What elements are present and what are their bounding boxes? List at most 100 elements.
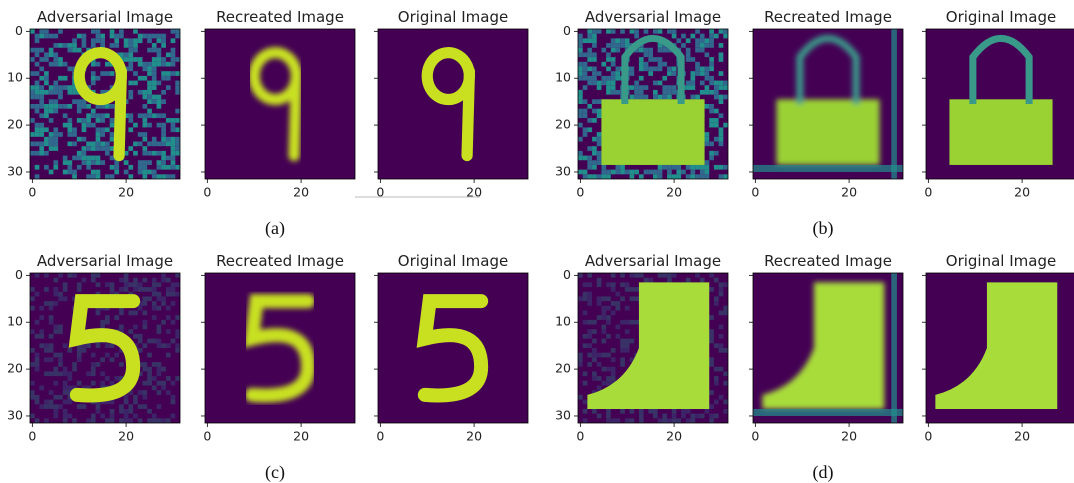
noise-pixel <box>96 29 101 34</box>
y-tick-label: 0 <box>563 23 571 38</box>
bag-body <box>776 99 879 165</box>
noise-pixel <box>709 90 714 95</box>
noise-pixel <box>719 282 724 287</box>
noise-pixel <box>166 62 171 67</box>
noise-pixel <box>91 62 96 67</box>
noise-pixel <box>44 400 49 405</box>
noise-pixel <box>639 85 644 90</box>
noise-pixel <box>44 273 49 278</box>
noise-pixel <box>44 109 49 114</box>
noise-pixel <box>587 81 592 86</box>
noise-pixel <box>96 273 101 278</box>
noise-pixel <box>653 409 658 414</box>
noise-pixel <box>587 34 592 39</box>
noise-pixel <box>152 151 157 156</box>
noise-pixel <box>147 95 152 100</box>
noise-pixel <box>100 38 105 43</box>
x-tick-label: 0 <box>576 185 584 200</box>
noise-pixel <box>587 353 592 358</box>
x-tick-label: 20 <box>666 185 682 200</box>
noise-pixel <box>72 48 77 53</box>
noise-pixel <box>161 62 166 67</box>
noise-pixel <box>44 137 49 142</box>
noise-pixel <box>96 160 101 165</box>
noise-pixel <box>138 57 143 62</box>
noise-pixel <box>578 395 583 400</box>
noise-pixel <box>63 418 68 423</box>
noise-pixel <box>709 156 714 161</box>
noise-pixel <box>639 57 644 62</box>
noise-pixel <box>625 418 630 423</box>
noise-pixel <box>606 418 611 423</box>
noise-pixel <box>709 418 714 423</box>
noise-pixel <box>709 34 714 39</box>
noise-pixel <box>719 137 724 142</box>
noise-pixel <box>133 123 138 128</box>
noise-pixel <box>578 62 583 67</box>
noise-pixel <box>662 62 667 67</box>
noise-pixel <box>152 282 157 287</box>
noise-pixel <box>601 339 606 344</box>
noise-pixel <box>105 146 110 151</box>
noise-pixel <box>30 151 35 156</box>
noise-pixel <box>138 38 143 43</box>
noise-pixel <box>91 142 96 147</box>
noise-pixel <box>691 170 696 175</box>
noise-pixel <box>157 104 162 109</box>
noise-pixel <box>58 395 63 400</box>
noise-pixel <box>105 282 110 287</box>
noise-pixel <box>44 52 49 57</box>
noise-pixel <box>133 38 138 43</box>
noise-pixel <box>110 418 115 423</box>
image <box>205 273 355 423</box>
noise-pixel <box>133 57 138 62</box>
noise-pixel <box>44 57 49 62</box>
noise-pixel <box>77 404 82 409</box>
noise-pixel <box>152 418 157 423</box>
noise-pixel <box>49 343 54 348</box>
noise-pixel <box>630 170 635 175</box>
noise-pixel <box>597 156 602 161</box>
noise-pixel <box>63 381 68 386</box>
noise-pixel <box>166 390 171 395</box>
noise-pixel <box>143 381 148 386</box>
noise-pixel <box>719 311 724 316</box>
noise-pixel <box>676 170 681 175</box>
noise-pixel <box>620 409 625 414</box>
noise-pixel <box>143 95 148 100</box>
noise-pixel <box>39 343 44 348</box>
noise-pixel <box>63 409 68 414</box>
noise-pixel <box>147 113 152 118</box>
noise-pixel <box>143 367 148 372</box>
noise-pixel <box>147 142 152 147</box>
noise-pixel <box>152 386 157 391</box>
noise-pixel <box>601 381 606 386</box>
noise-pixel <box>147 62 152 67</box>
noise-pixel <box>714 343 719 348</box>
noise-pixel <box>143 404 148 409</box>
noise-pixel <box>597 142 602 147</box>
noise-pixel <box>653 174 658 179</box>
noise-pixel <box>100 357 105 362</box>
noise-pixel <box>91 362 96 367</box>
noise-pixel <box>166 287 171 292</box>
noise-pixel <box>91 123 96 128</box>
noise-pixel <box>143 362 148 367</box>
noise-pixel <box>63 287 68 292</box>
noise-pixel <box>119 418 124 423</box>
noise-pixel <box>152 34 157 39</box>
x-tick-label: 0 <box>376 429 384 444</box>
noise-pixel <box>601 48 606 53</box>
noise-pixel <box>30 306 35 311</box>
noise-pixel <box>611 301 616 306</box>
noise-pixel <box>667 418 672 423</box>
noise-pixel <box>587 165 592 170</box>
noise-pixel <box>175 90 180 95</box>
noise-pixel <box>667 273 672 278</box>
noise-pixel <box>672 174 677 179</box>
noise-pixel <box>587 48 592 53</box>
noise-pixel <box>597 414 602 419</box>
noise-pixel <box>63 367 68 372</box>
noise-pixel <box>138 132 143 137</box>
noise-pixel <box>709 29 714 34</box>
